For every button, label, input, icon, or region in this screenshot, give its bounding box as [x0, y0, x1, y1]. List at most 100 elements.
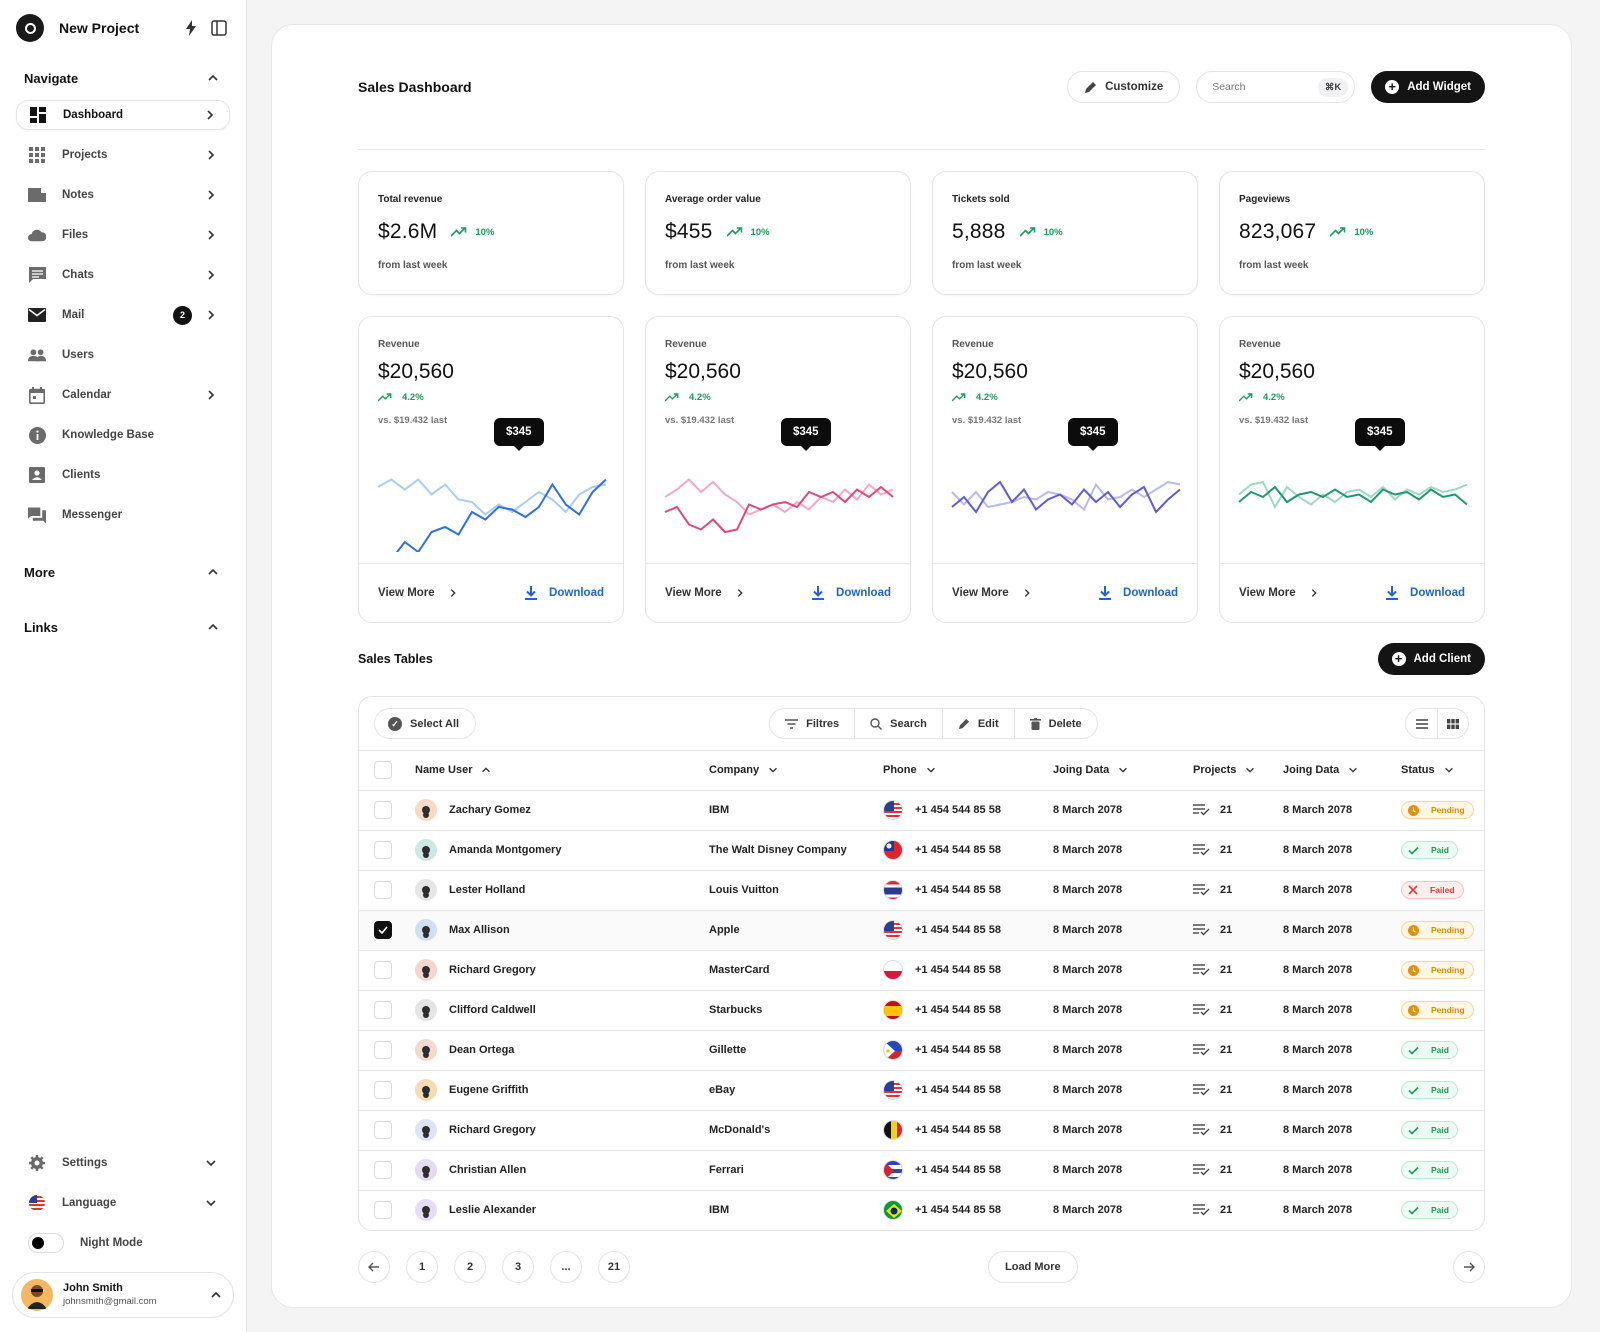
company-cell: The Walt Disney Company [709, 830, 883, 871]
table-row[interactable]: Zachary Gomez IBM +1 454 544 85 58 8 March … [359, 790, 1484, 831]
stat-label: Tickets sold [952, 194, 1010, 205]
sidebar-item-dashboard[interactable]: Dashboard [16, 100, 230, 130]
table-row[interactable]: Amanda Montgomery The Walt Disney Company… [359, 830, 1484, 871]
table-row[interactable]: Lester Holland Louis Vuitton +1 454 544 85… [359, 870, 1484, 911]
sidebar-item-projects[interactable]: Projects [16, 140, 230, 170]
view-more-link[interactable]: View More [665, 587, 746, 599]
sidebar-item-mail[interactable]: Mail 2 [16, 300, 230, 330]
table-row[interactable]: Richard Gregory McDonald's +1 454 544 85 5… [359, 1110, 1484, 1151]
column-joining-date[interactable]: Joing Data [1053, 764, 1193, 776]
list-view-icon[interactable] [1406, 709, 1437, 738]
sidebar-item-settings[interactable]: Settings [16, 1148, 230, 1178]
grid-view-icon[interactable] [1437, 709, 1468, 738]
view-more-link[interactable]: View More [1239, 587, 1320, 599]
page-button[interactable]: 1 [406, 1251, 438, 1283]
user-card[interactable]: John Smith johnsmith@gmail.com [12, 1272, 234, 1318]
download-button[interactable]: Download [1386, 586, 1465, 600]
user-name[interactable]: Lester Holland [449, 884, 526, 896]
table-row[interactable]: Max Allison Apple +1 454 544 85 58 8 March … [359, 910, 1484, 951]
column-phone[interactable]: Phone [883, 764, 1053, 776]
row-checkbox[interactable] [374, 1001, 392, 1019]
user-name[interactable]: Richard Gregory [449, 964, 536, 976]
sidebar-toggle-icon[interactable] [208, 17, 230, 39]
sidebar-item-chats[interactable]: Chats [16, 260, 230, 290]
page-button[interactable]: 21 [598, 1251, 630, 1283]
previous-page-button[interactable] [358, 1251, 390, 1283]
row-checkbox[interactable] [374, 801, 392, 819]
filters-button[interactable]: Filtres [770, 709, 856, 738]
user-name[interactable]: Leslie Alexander [449, 1204, 537, 1217]
chevron-up-icon[interactable] [209, 1288, 223, 1302]
sidebar: New Project Navigate Dashboard Projects No… [0, 0, 247, 1332]
column-projects[interactable]: Projects [1193, 764, 1283, 776]
phone-number: +1 454 544 85 58 [915, 884, 1001, 896]
row-checkbox[interactable] [374, 1161, 392, 1179]
user-name[interactable]: Dean Ortega [449, 1044, 515, 1056]
avatar [415, 1119, 437, 1141]
row-checkbox[interactable] [374, 1041, 392, 1059]
navigate-section-header[interactable]: Navigate [16, 66, 230, 90]
lightning-icon[interactable] [180, 17, 202, 39]
next-page-button[interactable] [1453, 1251, 1485, 1283]
user-name[interactable]: Clifford Caldwell [449, 1004, 536, 1016]
add-widget-button[interactable]: + Add Widget [1371, 71, 1485, 103]
project-name[interactable]: New Project [59, 20, 140, 36]
page-button[interactable]: 3 [502, 1251, 534, 1283]
links-section-header[interactable]: Links [16, 615, 230, 639]
header-checkbox[interactable] [374, 761, 392, 780]
more-section-header[interactable]: More [16, 560, 230, 584]
user-name[interactable]: Richard Gregory [449, 1124, 536, 1136]
night-mode-toggle[interactable] [28, 1233, 64, 1253]
download-button[interactable]: Download [525, 586, 604, 600]
sidebar-item-messenger[interactable]: Messenger [16, 500, 230, 530]
row-checkbox[interactable] [374, 841, 392, 859]
table-search-button[interactable]: Search [855, 709, 943, 738]
user-name[interactable]: Max Allison [449, 924, 510, 936]
table-row[interactable]: Leslie Alexander IBM +1 454 544 85 58 8 Mar… [359, 1190, 1484, 1230]
column-joining-date-2[interactable]: Joing Data [1283, 764, 1401, 776]
column-status[interactable]: Status [1401, 764, 1484, 776]
user-name[interactable]: Amanda Montgomery [449, 844, 562, 856]
sidebar-item-notes[interactable]: Notes [16, 180, 230, 210]
page-button[interactable]: ... [550, 1251, 582, 1283]
select-all-button[interactable]: ✓ Select All [374, 708, 477, 739]
download-button[interactable]: Download [1099, 586, 1178, 600]
row-checkbox[interactable] [374, 881, 392, 899]
table-row[interactable]: Eugene Griffith eBay +1 454 544 85 58 8 Mar… [359, 1070, 1484, 1111]
user-name[interactable]: Christian Allen [449, 1164, 527, 1176]
sidebar-item-users[interactable]: Users [16, 340, 230, 370]
table-row[interactable]: Dean Ortega Gillette +1 454 544 85 58 8 Mar… [359, 1030, 1484, 1071]
search-input[interactable] [1212, 81, 1318, 93]
sidebar-item-calendar[interactable]: Calendar [16, 380, 230, 410]
trash-icon [1029, 717, 1041, 730]
column-name-user[interactable]: Name User [415, 764, 709, 776]
row-checkbox[interactable] [374, 1121, 392, 1139]
row-checkbox[interactable] [374, 1081, 392, 1099]
sidebar-item-clients[interactable]: Clients [16, 460, 230, 490]
table-row[interactable]: Richard Gregory MasterCard +1 454 544 85 5… [359, 950, 1484, 991]
load-more-button[interactable]: Load More [988, 1251, 1078, 1283]
status-label: Failed [1430, 885, 1455, 895]
table-row[interactable]: Christian Allen Ferrari +1 454 544 85 58 8 … [359, 1150, 1484, 1191]
download-button[interactable]: Download [812, 586, 891, 600]
customize-button[interactable]: Customize [1067, 71, 1181, 103]
table-row[interactable]: Clifford Caldwell Starbucks +1 454 544 85 … [359, 990, 1484, 1031]
sidebar-item-language[interactable]: Language [16, 1188, 230, 1218]
edit-button[interactable]: Edit [943, 709, 1015, 738]
sidebar-item-knowledge-base[interactable]: Knowledge Base [16, 420, 230, 450]
sidebar-item-files[interactable]: Files [16, 220, 230, 250]
add-client-button[interactable]: + Add Client [1377, 643, 1485, 675]
page-button[interactable]: 2 [454, 1251, 486, 1283]
row-checkbox[interactable] [374, 1201, 392, 1220]
user-name[interactable]: Zachary Gomez [449, 804, 531, 816]
user-name[interactable]: Eugene Griffith [449, 1084, 529, 1096]
row-checkbox[interactable] [374, 961, 392, 979]
delete-button[interactable]: Delete [1015, 709, 1097, 738]
view-more-link[interactable]: View More [952, 587, 1033, 599]
row-checkbox[interactable] [374, 921, 392, 939]
search-field[interactable]: ⌘K [1196, 71, 1356, 103]
current-period-line [395, 478, 607, 552]
column-company[interactable]: Company [709, 764, 883, 776]
project-logo[interactable] [16, 14, 44, 42]
view-more-link[interactable]: View More [378, 587, 459, 599]
